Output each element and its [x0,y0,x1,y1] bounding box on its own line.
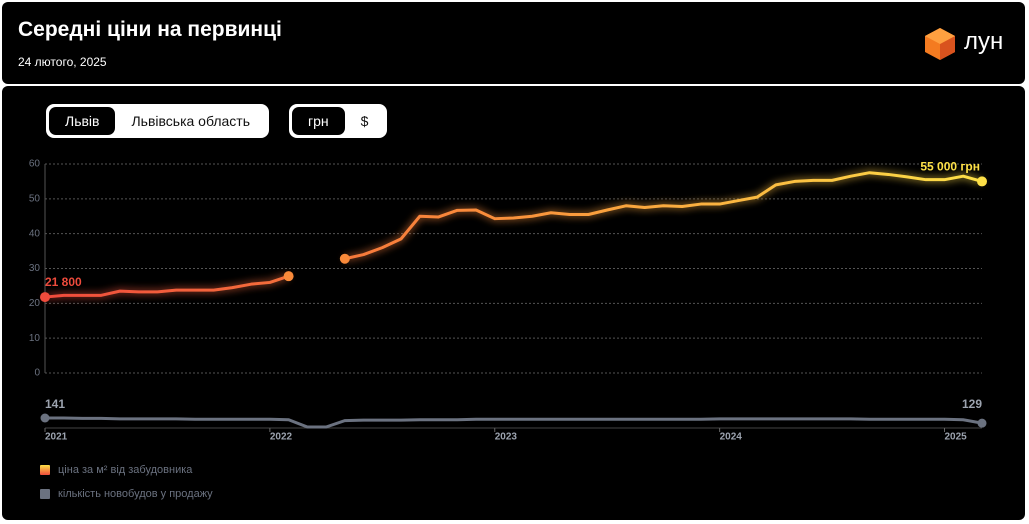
x-tick-label: 2024 [720,432,743,443]
header: Середні ціни на первинці 24 лютого, 2025… [2,2,1025,84]
y-tick-label: 20 [29,298,41,309]
legend-swatch [40,465,50,475]
title: Середні ціни на первинці [18,18,282,41]
point [977,418,987,428]
point [283,271,294,282]
point [339,253,350,264]
point [40,413,50,423]
y-tick-label: 10 [29,333,41,344]
x-tick-label: 2021 [45,432,68,443]
currency-toggle: грн $ [289,104,388,138]
x-tick-label: 2025 [945,432,968,443]
y-tick-label: 40 [29,228,41,239]
logo-text: лун [964,28,1004,55]
value-label: 129 [962,397,982,411]
y-tick-label: 30 [29,263,41,274]
series-line [45,416,983,429]
point [977,176,987,187]
value-label: 55 000 грн [920,160,980,174]
y-tick-label: 50 [29,193,41,204]
logo-icon [925,28,955,60]
value-label: 21 800 [45,275,82,289]
value-label: 141 [45,397,65,411]
legend-swatch [40,489,50,499]
point [40,292,50,303]
y-tick-label: 0 [34,368,40,379]
legend-label: кількість новобудов у продажу [58,488,213,500]
region-toggle: Львів Львівська область [46,104,270,138]
y-tick-label: 60 [29,159,41,170]
x-tick-label: 2022 [270,432,293,443]
toggle-option[interactable]: $ [360,113,369,129]
toggle-option[interactable]: Львівська область [131,113,251,129]
series-line [44,171,983,299]
date: 24 лютого, 2025 [18,55,107,69]
toggle-option[interactable]: Львів [49,107,116,135]
legend-label: ціна за м² від забудовника [58,464,193,476]
x-tick-label: 2023 [495,432,518,443]
toggle-option[interactable]: грн [292,107,345,135]
